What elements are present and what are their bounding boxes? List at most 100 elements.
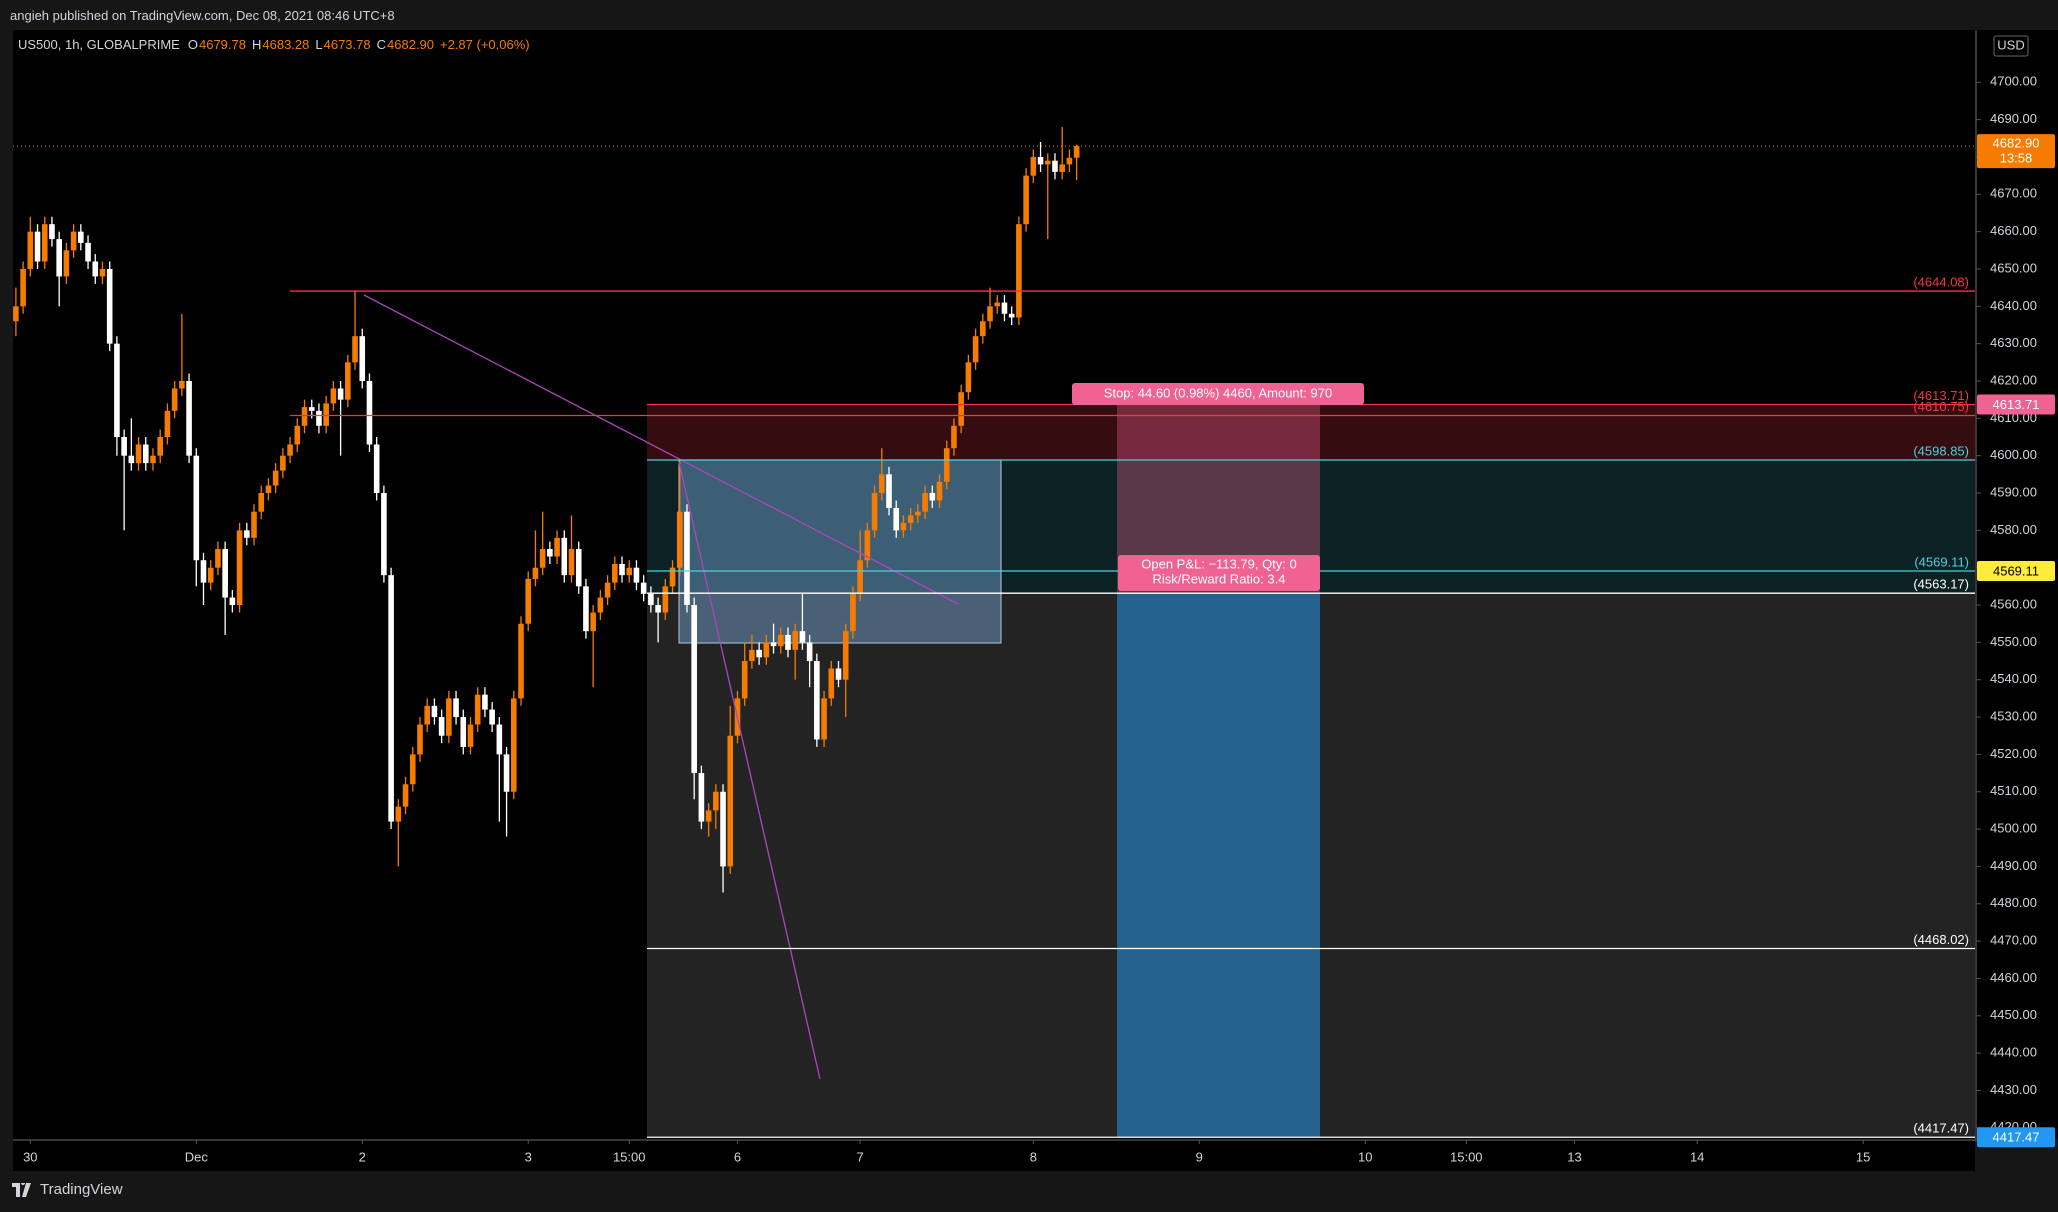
candle-body [70, 231, 77, 251]
candle-body [215, 549, 221, 568]
candle-body [128, 455, 135, 464]
candle-body [193, 455, 200, 561]
level-label: (4417.47) [1913, 1121, 1969, 1136]
candle-body [308, 407, 315, 411]
ohlc-key: C [376, 37, 386, 52]
candle-body [604, 582, 611, 598]
candle-body [316, 410, 322, 426]
candle-body [1016, 224, 1022, 318]
y-tick-label: 4700.00 [1990, 74, 2037, 89]
candle-body [1066, 157, 1073, 165]
candle-body [850, 593, 856, 632]
price-badge [1977, 1127, 2055, 1148]
candle-body [41, 224, 48, 262]
candle-body [597, 597, 604, 613]
y-tick-label: 4490.00 [1990, 858, 2037, 873]
candle-body [980, 321, 986, 337]
candle-body [972, 336, 979, 363]
y-tick-label: 4650.00 [1990, 260, 2037, 275]
legend-header: US500, 1h, GLOBALPRIME O4679.78 H4683.28 L4… [18, 37, 536, 52]
y-tick-label: 4670.00 [1990, 186, 2037, 201]
y-tick-label: 4590.00 [1990, 484, 2037, 499]
candle-body [13, 306, 19, 322]
candle-body [864, 530, 871, 561]
x-tick-label: 30 [23, 1149, 37, 1164]
candle-body [453, 698, 459, 718]
candle-body [835, 668, 842, 680]
candle-body [366, 380, 373, 445]
candle-body [92, 261, 99, 277]
candle-body [662, 586, 669, 613]
candle-body [114, 343, 120, 438]
publish-note: angieh published on TradingView.com, Dec… [10, 8, 395, 23]
candle-body [590, 612, 596, 632]
candle-body [583, 586, 589, 632]
candle-body [474, 694, 481, 725]
x-tick-label: 8 [1030, 1149, 1037, 1164]
price-badge-label: 4569.11 [1993, 563, 2039, 578]
candle-body [258, 493, 265, 512]
y-tick-label: 4450.00 [1990, 1007, 2037, 1022]
candle-body [575, 549, 582, 587]
candle-body [20, 268, 26, 307]
level-label: (4563.17) [1913, 577, 1969, 592]
candle-body [251, 511, 257, 538]
candle-body [431, 705, 438, 718]
candle-body [1008, 313, 1015, 318]
symbol: US500, 1h, GLOBALPRIME [18, 37, 180, 52]
candle-body [799, 631, 806, 643]
candle-body [280, 455, 286, 471]
candle-body [655, 605, 661, 613]
change: +2.87 (+0.06%) [440, 37, 530, 52]
candle-body [265, 485, 272, 494]
candle-body [229, 597, 236, 606]
candle-body [402, 784, 409, 807]
y-tick-label: 4520.00 [1990, 746, 2037, 761]
candle-body [518, 623, 524, 699]
candle-body [770, 642, 777, 647]
candle-body [1059, 164, 1065, 172]
candle-body [1073, 146, 1080, 158]
candle-body [171, 388, 178, 411]
candle-body [958, 392, 964, 426]
candle-body [828, 668, 835, 699]
candle-body [438, 717, 445, 736]
candle-body [806, 642, 813, 662]
footer[interactable]: TradingView [12, 1181, 123, 1198]
candle-body [612, 563, 618, 583]
candle-body [676, 511, 683, 568]
level-label: (4468.02) [1913, 932, 1969, 947]
ohlc-key: H [251, 37, 262, 52]
ohlc-value: 4683.28 [262, 37, 310, 52]
y-tick-label: 4480.00 [1990, 895, 2037, 910]
y-tick-label: 4560.00 [1990, 596, 2037, 611]
candle-body [150, 455, 156, 464]
candle-body [496, 724, 503, 755]
reward-bar [1117, 593, 1320, 1138]
candle-body [857, 560, 863, 594]
candle-body [359, 336, 366, 381]
candle-body [503, 754, 510, 792]
candle-body [34, 231, 41, 262]
candle-body [922, 493, 928, 512]
candle-body [467, 724, 474, 747]
level-label: (4613.71) [1913, 388, 1969, 403]
candle-body [352, 336, 358, 363]
candle-body [1023, 175, 1029, 225]
candle-body [951, 425, 957, 449]
candle-body [698, 773, 705, 822]
y-tick-label: 4660.00 [1990, 223, 2037, 238]
candle-body [49, 224, 55, 240]
candle-body [994, 302, 1001, 307]
x-tick-label: 15 [1856, 1149, 1870, 1164]
x-tick-label: 14 [1690, 1149, 1704, 1164]
price-axis [1977, 30, 2058, 1139]
candle-body [63, 250, 70, 277]
x-tick-label: 9 [1196, 1149, 1203, 1164]
candle-body [886, 474, 892, 508]
candle-body [763, 642, 770, 658]
candle-body [792, 631, 799, 650]
level-label: (4610.75) [1913, 399, 1969, 414]
level-label: (4598.85) [1913, 443, 1969, 458]
